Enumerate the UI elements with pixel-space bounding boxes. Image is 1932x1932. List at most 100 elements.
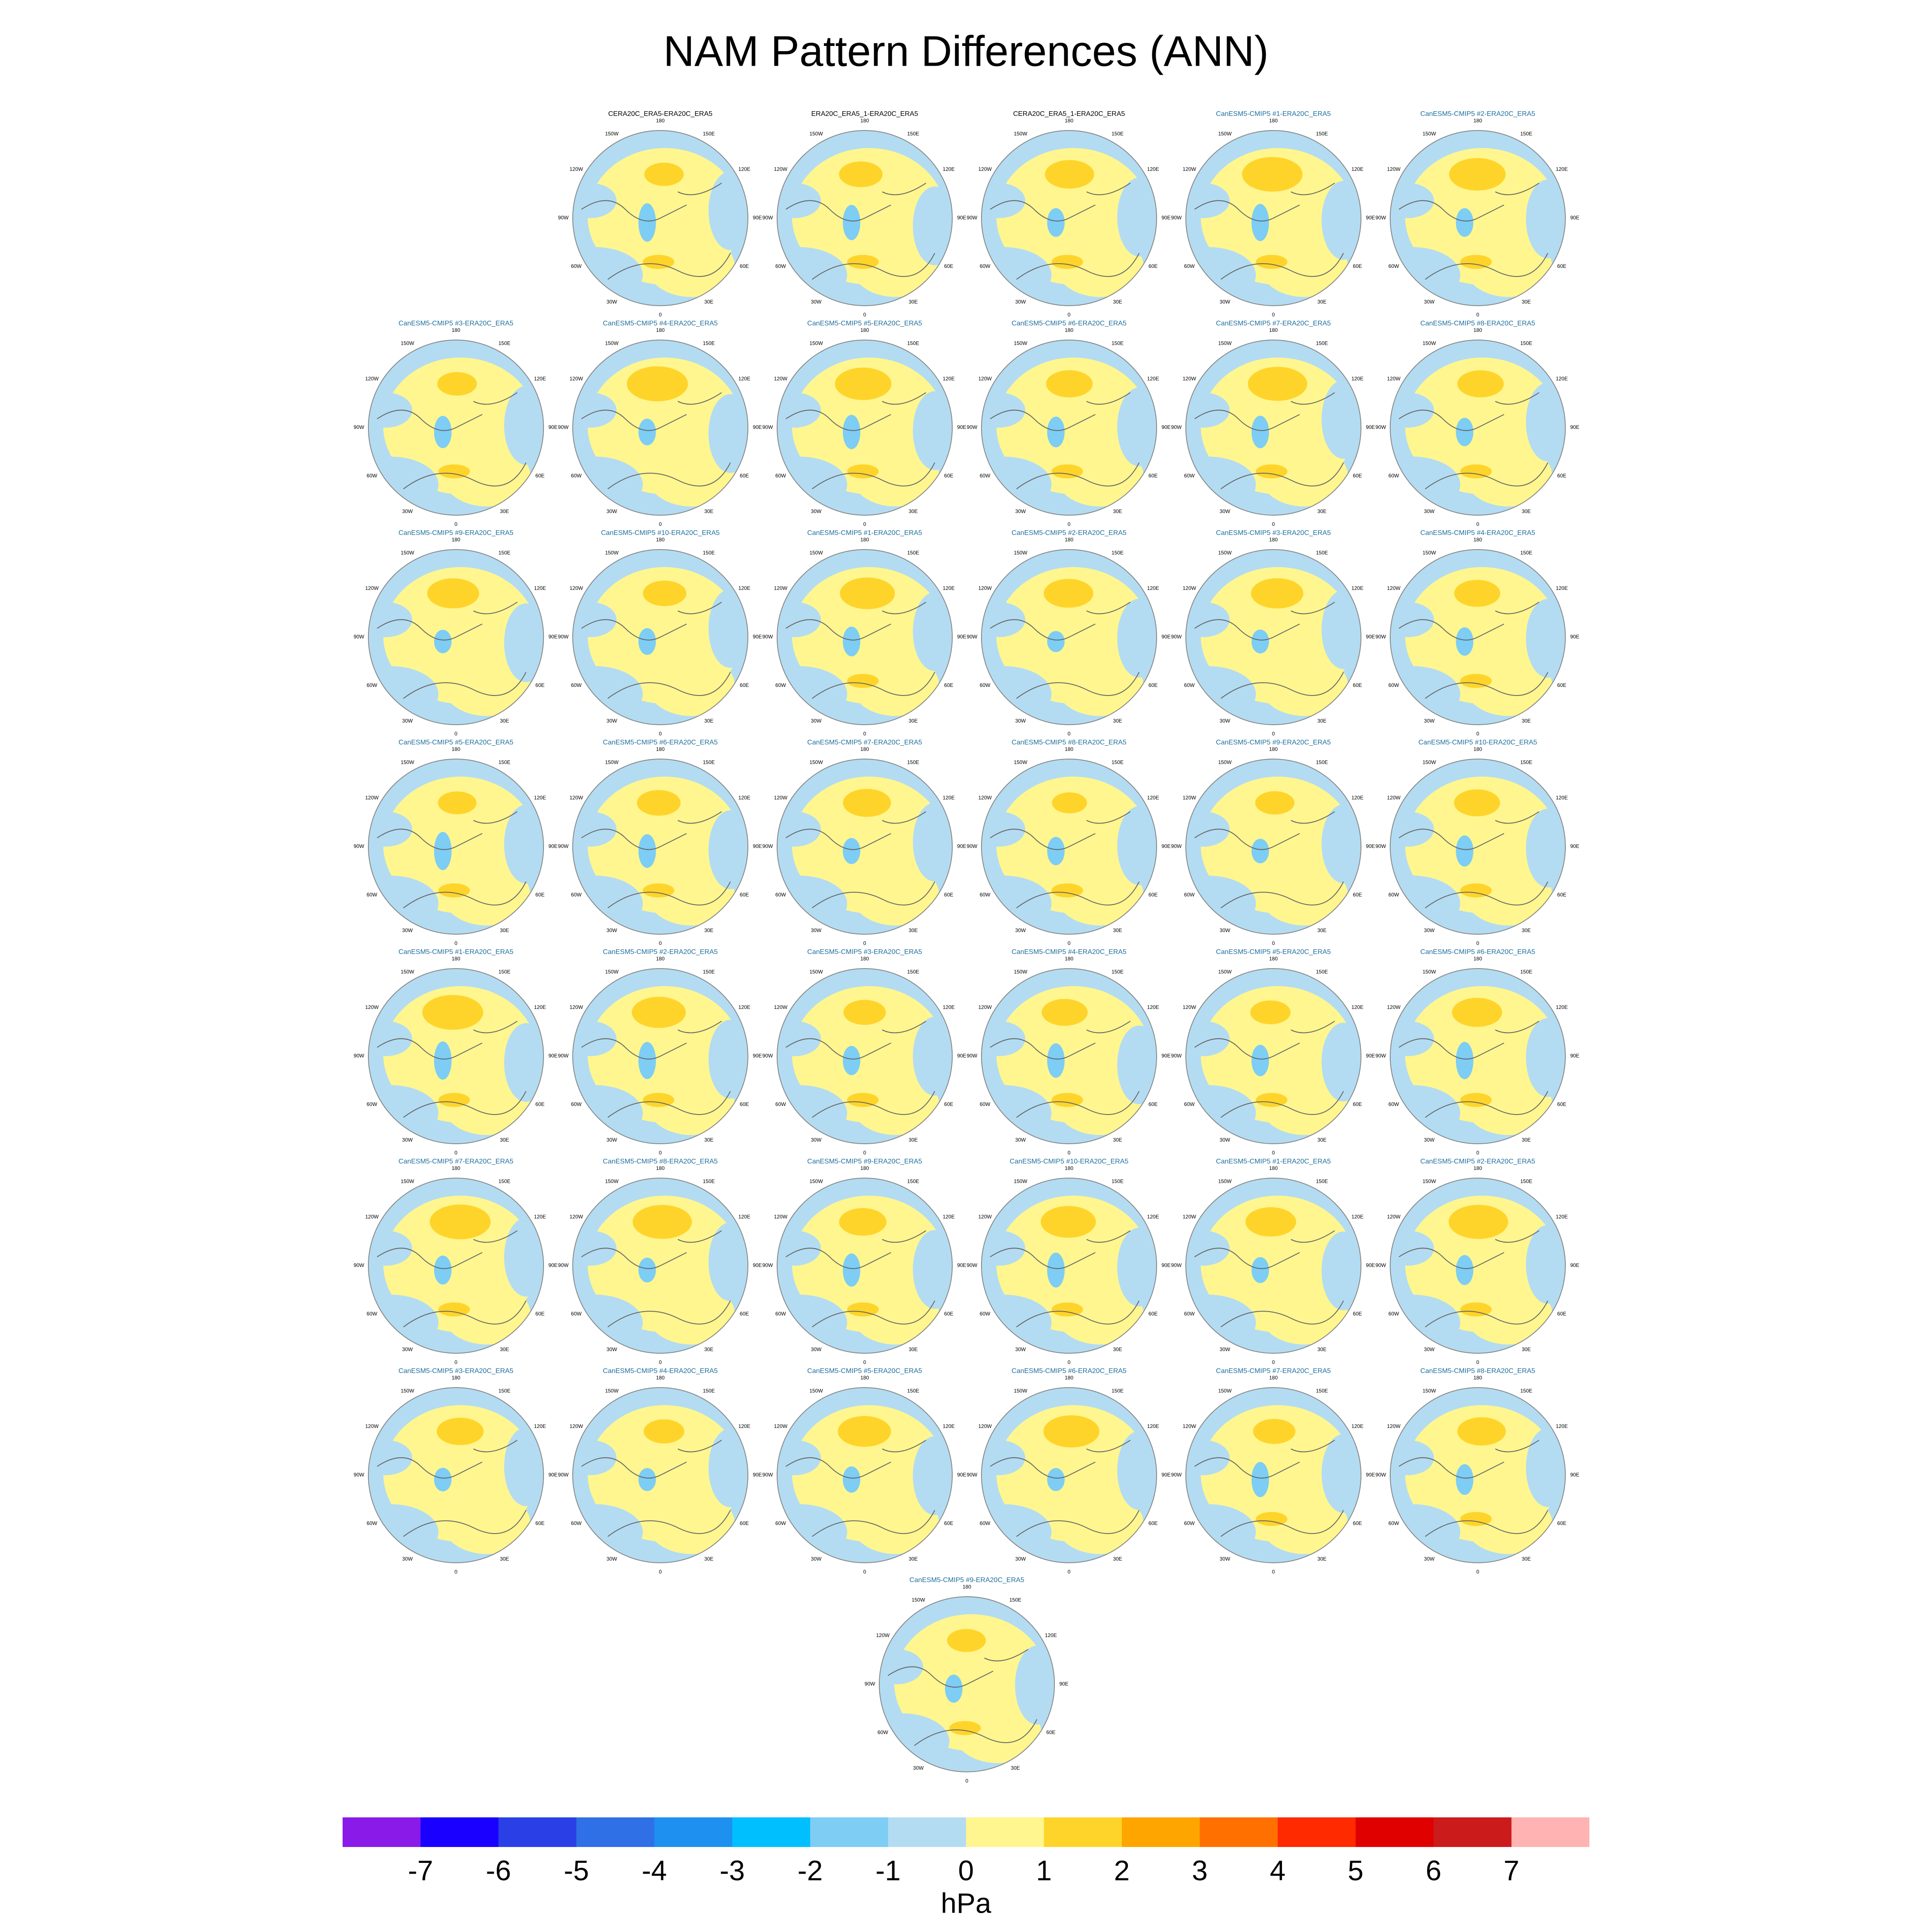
longitude-label: 90W: [354, 843, 365, 849]
field-region: [1186, 1085, 1256, 1141]
longitude-label: 180: [452, 746, 460, 752]
coastline: [990, 601, 1140, 699]
longitude-label: 30W: [1424, 1137, 1435, 1143]
map: [981, 131, 1157, 306]
longitude-label: 0: [1272, 1150, 1275, 1156]
colorbar-box: [1355, 1817, 1434, 1847]
field-region: [643, 1093, 674, 1107]
field-region: [1464, 654, 1552, 716]
field-region: [1051, 883, 1083, 898]
longitude-label: 90E: [548, 424, 557, 430]
longitude-label: 150E: [1316, 550, 1328, 556]
field-region: [843, 205, 860, 240]
map: [777, 969, 952, 1144]
longitude-label: 0: [659, 521, 662, 527]
coastline: [1194, 1440, 1344, 1537]
longitude-label: 60E: [1148, 682, 1157, 688]
longitude-label: 150E: [703, 1178, 715, 1184]
longitude-label: 0: [1068, 1150, 1071, 1156]
coastline: [990, 1021, 1140, 1118]
longitude-label: 120E: [534, 1214, 546, 1220]
map-border: [1185, 130, 1361, 306]
longitude-label: 30E: [1011, 1765, 1020, 1771]
coastline: [1398, 182, 1549, 280]
longitude-label: 90W: [558, 843, 569, 849]
longitude-label: 150W: [605, 340, 619, 346]
field-region: [1460, 464, 1492, 479]
longitude-label: 30E: [500, 508, 509, 514]
longitude-label: 90E: [1161, 215, 1170, 221]
longitude-label: 90E: [548, 1053, 557, 1059]
field-region: [1255, 791, 1295, 815]
field-region: [847, 464, 879, 479]
longitude-label: 60E: [740, 892, 749, 898]
field-region: [1117, 1431, 1157, 1510]
longitude-label: 60W: [367, 1311, 377, 1317]
longitude-label: 180: [1065, 746, 1073, 752]
panel-title: CanESM5-CMIP5 #1-ERA20C_ERA5: [807, 529, 922, 537]
coastline: [581, 1440, 731, 1537]
field-region: [981, 666, 1052, 722]
longitude-label: 60E: [535, 1101, 544, 1107]
longitude-label: 60W: [1388, 1520, 1399, 1526]
field-region: [443, 445, 531, 507]
panel-title: CanESM5-CMIP5 #7-ERA20C_ERA5: [1216, 320, 1331, 327]
longitude-label: 150E: [1520, 1388, 1532, 1394]
longitude-label: 120E: [943, 1004, 955, 1010]
longitude-label: 120E: [738, 166, 750, 172]
field-region: [708, 589, 748, 668]
longitude-label: 90W: [1376, 634, 1386, 640]
field-region: [1186, 875, 1256, 932]
longitude-label: 60E: [535, 892, 544, 898]
longitude-label: 30E: [908, 718, 917, 724]
longitude-label: 120E: [1352, 1214, 1364, 1220]
longitude-label: 30E: [1522, 1346, 1531, 1352]
field-region: [1047, 837, 1065, 866]
field-region: [1456, 208, 1473, 237]
longitude-label: 30W: [402, 927, 413, 933]
longitude-label: 90E: [1366, 634, 1375, 640]
colorbar-box: [966, 1817, 1044, 1847]
longitude-label: 120E: [738, 795, 750, 801]
longitude-label: 30E: [908, 299, 917, 305]
longitude-label: 90E: [1366, 1472, 1375, 1478]
longitude-label: 30W: [811, 927, 822, 933]
longitude-label: 150E: [1112, 759, 1124, 765]
field-region: [1456, 1042, 1473, 1079]
longitude-label: 30E: [1317, 718, 1326, 724]
longitude-label: 120W: [1387, 1423, 1401, 1429]
colorbar-box: [498, 1817, 577, 1847]
field-region: [638, 628, 656, 655]
field-region: [638, 1042, 656, 1079]
longitude-label: 60W: [775, 473, 786, 479]
coastline: [785, 601, 936, 699]
map-border: [1185, 340, 1361, 516]
colorbar-box: [420, 1817, 498, 1847]
longitude-label: 60W: [571, 892, 582, 898]
longitude-label: 30E: [1522, 1137, 1531, 1143]
longitude-label: 90W: [1171, 634, 1182, 640]
longitude-label: 90E: [1570, 1262, 1579, 1268]
field-region: [1260, 235, 1348, 297]
longitude-label: 60W: [775, 892, 786, 898]
longitude-label: 90W: [1376, 1053, 1386, 1059]
map: [1186, 1178, 1361, 1353]
longitude-label: 120W: [774, 795, 788, 801]
longitude-label: 60W: [1388, 682, 1399, 688]
field-region: [1457, 1417, 1506, 1446]
map: [777, 131, 952, 306]
longitude-label: 150W: [1422, 1178, 1436, 1184]
field-region: [434, 1041, 452, 1080]
longitude-label: 150W: [1218, 1388, 1232, 1394]
panel-title: CanESM5-CMIP5 #6-ERA20C_ERA5: [1012, 1367, 1127, 1375]
map-border: [368, 968, 544, 1144]
longitude-label: 180: [656, 746, 665, 752]
field-region: [1256, 464, 1288, 479]
longitude-label: 0: [966, 1778, 969, 1784]
map-border: [981, 340, 1157, 516]
field-region: [1260, 1073, 1348, 1135]
longitude-label: 0: [659, 312, 662, 318]
